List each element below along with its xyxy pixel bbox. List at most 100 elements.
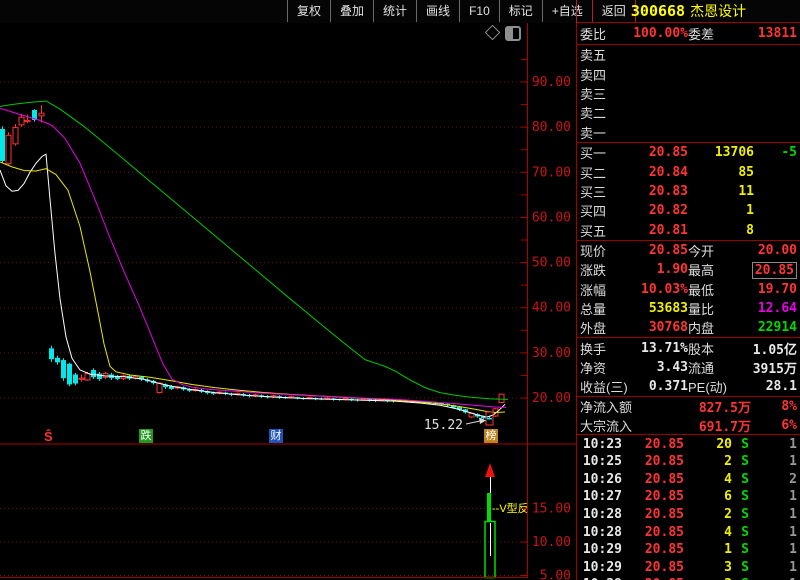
stock-title: 300668 杰恩设计: [576, 0, 800, 23]
commission-section: 委比 100.00% 委差 13811: [577, 23, 800, 45]
tick-count: 1: [758, 577, 797, 580]
sell-level-row[interactable]: 卖二: [577, 103, 800, 122]
kline-chart-canvas[interactable]: 15.22 --V型反转 90.00 80.00 70.00 60.00 50.00 40.0…: [0, 23, 576, 580]
kline-chart-area[interactable]: 15.22 --V型反转 90.00 80.00 70.00 60.00 50.00 40.0…: [0, 23, 576, 580]
stat-label: 净资: [580, 360, 607, 376]
toolbar-button-adjust[interactable]: 复权: [287, 0, 330, 22]
toolbar-button-add-watchlist[interactable]: +自选: [541, 0, 592, 22]
panel-toggle-icon[interactable]: [505, 26, 521, 41]
flow-value: 691.7万: [698, 419, 751, 435]
ma-green-line: [0, 100, 509, 400]
sub-axis-label: 5.00: [540, 569, 571, 580]
sell-level-row[interactable]: 卖一: [577, 123, 800, 142]
sub-axis-label: 10.00: [532, 535, 571, 550]
buy-level-row[interactable]: 买四 20.82 1: [577, 201, 800, 220]
ma-white-line: [0, 153, 506, 418]
stat-label: 外盘: [580, 321, 607, 337]
toolbar-button-f10[interactable]: F10: [459, 0, 499, 22]
stat-value: 1.90: [656, 262, 688, 278]
signal-text: --V型反转: [492, 501, 540, 515]
buy-level-row[interactable]: 买五 20.81 8: [577, 221, 800, 240]
sell-level-row[interactable]: 卖五: [577, 45, 800, 64]
flow-label: 大宗流入: [580, 418, 633, 434]
ma-yellow-line: [0, 161, 506, 413]
sell-level-label: 卖一: [580, 125, 607, 141]
price-axis-label: 60.00: [532, 210, 571, 225]
tick-count: 1: [789, 454, 797, 470]
buy-level-row[interactable]: 买一 20.85 13706 -5: [577, 143, 800, 162]
sell-level-row[interactable]: 卖四: [577, 64, 800, 83]
chart-badge-榜[interactable]: 榜: [484, 429, 498, 443]
stat-label: 总量: [580, 301, 607, 317]
toolbar-button-mark[interactable]: 标记: [498, 0, 542, 22]
tick-volume: 3: [724, 559, 732, 575]
toolbar-buttons: 复权 叠加 统计 画线 F10 标记 +自选 返回: [287, 0, 636, 23]
stat-label: 涨幅: [580, 282, 607, 298]
chart-badge-财[interactable]: 财: [269, 429, 283, 443]
toolbar-button-draw-line[interactable]: 画线: [416, 0, 459, 22]
price-axis-label: 50.00: [532, 256, 571, 271]
stat-value: 3915万: [752, 361, 797, 377]
buy-level-label: 买三: [580, 184, 607, 200]
stat-value: 19.70: [757, 281, 797, 297]
tick-side: S: [741, 506, 749, 522]
tick-volume: 20: [716, 436, 732, 452]
buy-level-row[interactable]: 买二 20.84 85: [577, 162, 800, 181]
tick-side: S: [741, 559, 749, 575]
tick-side: S: [741, 454, 749, 470]
tick-volume: 2: [724, 454, 732, 470]
tick-volume: 2: [724, 506, 732, 522]
commission-ratio-label: 委比: [580, 27, 607, 42]
sell-level-row[interactable]: 卖三: [577, 84, 800, 103]
buy-level-price: 20.85: [648, 145, 688, 161]
stat-label: 内盘: [688, 321, 715, 337]
buy-level-price: 20.81: [648, 222, 688, 238]
stat-value: 28.1: [765, 379, 797, 395]
tick-time: 10:29: [582, 559, 622, 575]
stat-value: 20.85: [648, 243, 688, 259]
stat-label: 今开: [688, 244, 715, 260]
price-axis-label: 20.00: [532, 391, 571, 406]
stat-value: 1.05亿: [752, 342, 797, 358]
tick-side: S: [741, 489, 749, 505]
toolbar-button-overlay[interactable]: 叠加: [330, 0, 373, 22]
tick-price: 20.85: [644, 454, 684, 470]
money-flow-row: 大宗流入 691.7万 6%: [577, 416, 800, 435]
sell-level-label: 卖四: [580, 67, 607, 83]
stat-row: 外盘 30768 内盘 22914: [577, 318, 800, 337]
sub-axis-label: 15.00: [532, 502, 571, 517]
tick-count: 1: [789, 489, 797, 505]
tick-volume: 1: [724, 542, 732, 558]
price-axis-label: 80.00: [532, 120, 571, 135]
sell-signal-marker[interactable]: Ŝ: [44, 429, 53, 444]
tick-count: 2: [789, 471, 797, 487]
buy-level-label: 买四: [580, 204, 607, 220]
stat-label: 流通: [688, 360, 715, 376]
stat-row: 收益(三) 0.371 PE(动) 28.1: [577, 377, 800, 396]
tick-price: 20.85: [644, 542, 684, 558]
buy-level-volume: 11: [738, 183, 754, 199]
tick-count: 1: [789, 436, 797, 452]
tick-side: S: [741, 436, 749, 452]
toolbar-button-statistics[interactable]: 统计: [373, 0, 416, 22]
chart-badge-跌[interactable]: 跌: [139, 429, 153, 443]
stat-value: 20.00: [757, 243, 797, 259]
tick-count: 1: [789, 524, 797, 540]
stat-label: 现价: [580, 244, 607, 260]
tick-volume: 4: [724, 524, 732, 540]
tick-time: 10:23: [582, 436, 622, 452]
flow-percent: 6%: [781, 417, 797, 433]
signal-up-arrow: [485, 463, 495, 477]
buy-level-row[interactable]: 买三 20.83 11: [577, 182, 800, 201]
stat-row: 净资 3.43 流通 3915万: [577, 358, 800, 377]
stat-value: 53683: [648, 300, 688, 316]
money-flow-row: 净流入额 827.5万 8%: [577, 397, 800, 416]
stat-label: 涨跌: [580, 263, 607, 279]
tick-time: 10:28: [582, 524, 622, 540]
tick-count: 1: [789, 559, 797, 575]
top-toolbar: 复权 叠加 统计 画线 F10 标记 +自选 返回 300668 杰恩设计: [0, 0, 800, 23]
stat-row: 涨跌 1.90 最高 20.85: [577, 260, 800, 279]
stat-row: 换手 13.71% 股本 1.05亿: [577, 338, 800, 358]
